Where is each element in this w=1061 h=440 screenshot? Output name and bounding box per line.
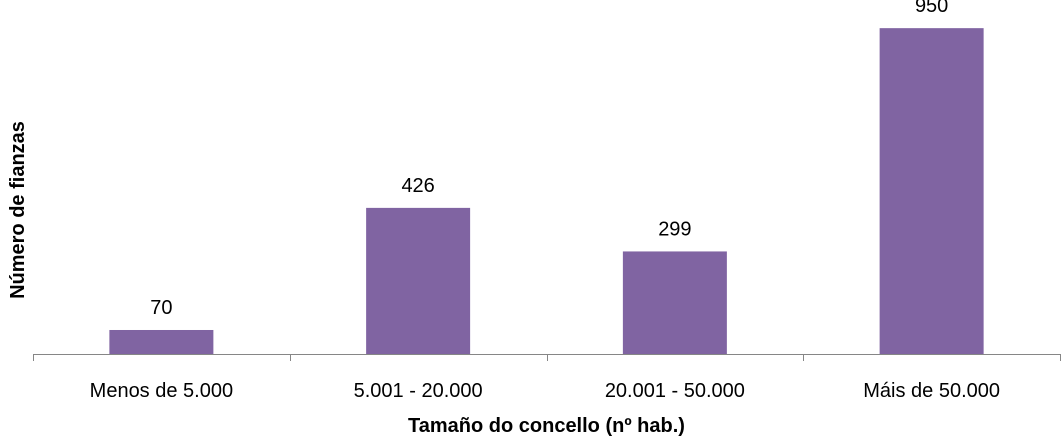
x-tick-label: 20.001 - 50.000 bbox=[605, 380, 745, 402]
bar-value-label: 299 bbox=[658, 218, 691, 240]
bar bbox=[109, 329, 214, 354]
x-axis-title: Tamaño do concello (nº hab.) bbox=[408, 415, 685, 437]
x-tick-label: Menos de 5.000 bbox=[90, 380, 233, 402]
x-tick-label: Máis de 50.000 bbox=[863, 380, 1000, 402]
bar bbox=[622, 251, 727, 354]
bars bbox=[109, 28, 984, 355]
bar bbox=[879, 28, 984, 355]
x-axis: Menos de 5.000 5.001 - 20.000 20.001 - 50.… bbox=[33, 354, 1061, 402]
data-labels: 70 426 299 950 bbox=[150, 0, 948, 319]
bar-value-label: 426 bbox=[401, 175, 434, 197]
bar-value-label: 70 bbox=[150, 297, 172, 319]
bar-value-label: 950 bbox=[915, 0, 948, 17]
x-tick-label: 5.001 - 20.000 bbox=[354, 380, 483, 402]
bar bbox=[366, 207, 471, 354]
y-axis-title: Número de fianzas bbox=[7, 121, 29, 299]
